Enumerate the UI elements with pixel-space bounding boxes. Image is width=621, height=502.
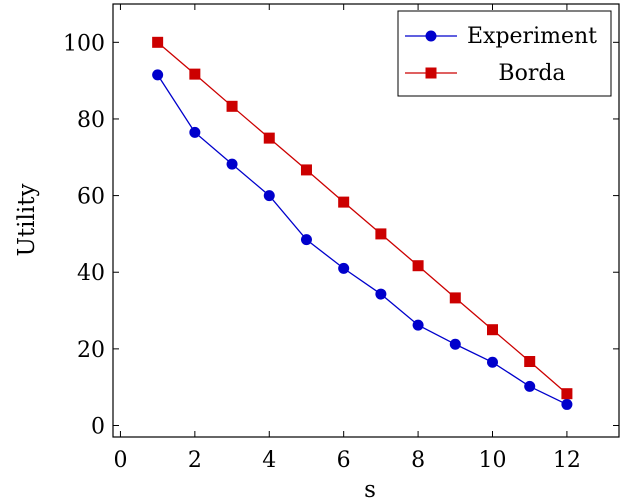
x-axis-label: s [364, 477, 376, 502]
y-axis-label: Utility [14, 184, 40, 257]
data-point-experiment [226, 158, 238, 170]
x-tick-label: 8 [411, 448, 425, 473]
data-point-experiment [524, 380, 536, 392]
data-point-experiment [412, 319, 424, 331]
data-point-experiment [152, 69, 164, 81]
data-point-borda [152, 36, 164, 48]
y-tick-label: 80 [77, 108, 105, 133]
legend-box [397, 10, 612, 97]
y-tick-label: 40 [77, 261, 105, 286]
plot-area-frame [112, 3, 620, 438]
data-point-borda [375, 228, 387, 240]
data-point-experiment [300, 234, 312, 246]
legend-label: Experiment [467, 24, 597, 49]
data-point-experiment [375, 288, 387, 300]
x-tick-label: 2 [188, 448, 202, 473]
y-tick-label: 20 [77, 338, 105, 363]
data-point-borda [412, 260, 424, 272]
y-tick-label: 100 [63, 31, 105, 56]
data-point-borda [338, 196, 350, 208]
legend-marker [425, 67, 437, 79]
data-point-experiment [449, 338, 461, 350]
legend-marker [425, 30, 437, 42]
axis-ticks: 0 2 4 6 8 10 12 0 20 40 60 80 100 [63, 4, 619, 473]
data-point-borda [561, 388, 573, 400]
x-tick-label: 6 [337, 448, 351, 473]
data-point-experiment [487, 356, 498, 368]
data-point-borda [226, 100, 238, 112]
y-tick-label: 60 [77, 185, 105, 210]
x-tick-label: 10 [479, 448, 507, 473]
data-point-experiment [338, 262, 350, 274]
data-point-experiment [263, 190, 275, 202]
x-tick-label: 12 [553, 448, 581, 473]
data-point-experiment [189, 126, 201, 138]
series-line-borda [157, 41, 568, 395]
y-tick-label: 0 [91, 415, 105, 440]
x-tick-label: 4 [262, 448, 276, 473]
data-point-borda [263, 132, 275, 144]
series-layer [152, 36, 573, 410]
legend: Experiment Borda [397, 10, 612, 97]
data-point-borda [449, 292, 461, 304]
data-point-borda [487, 324, 498, 336]
legend-label: Borda [498, 61, 565, 86]
data-point-experiment [561, 398, 573, 410]
x-tick-label: 0 [113, 448, 127, 473]
data-point-borda [524, 356, 536, 368]
series-line-experiment [157, 74, 568, 406]
data-point-borda [300, 164, 312, 176]
data-point-borda [189, 68, 201, 80]
